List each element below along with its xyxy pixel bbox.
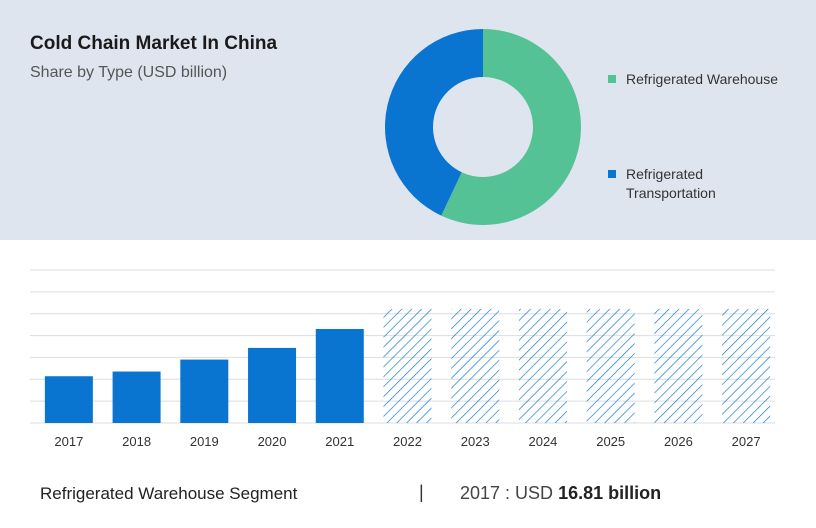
chart-subtitle: Share by Type (USD billion) — [30, 64, 228, 81]
bar-chart: 2017 2018 2019 2020 2021 2022 2023 2024 2025 2026… — [30, 269, 775, 449]
legend-label-transportation: Refrigerated Transportation — [626, 166, 716, 201]
x-tick-2017: 2017 — [54, 434, 83, 449]
legend-label-warehouse: Refrigerated Warehouse — [626, 71, 779, 87]
x-tick-2021: 2021 — [325, 434, 354, 449]
bar-2017 — [44, 376, 93, 423]
x-tick-2025: 2025 — [596, 434, 625, 449]
x-tick-2019: 2019 — [190, 434, 219, 449]
bar-2020 — [248, 347, 297, 423]
x-tick-2026: 2026 — [664, 434, 693, 449]
bar-2018 — [112, 371, 161, 423]
donut-slice-warehouse — [441, 29, 581, 225]
x-tick-2022: 2022 — [393, 434, 422, 449]
donut-chart — [385, 29, 581, 225]
legend-swatch-transportation — [608, 170, 616, 178]
bar-2027 — [722, 308, 771, 423]
x-tick-2018: 2018 — [122, 434, 151, 449]
donut-slice-transportation — [385, 29, 483, 216]
segment-value-amount: 16.81 billion — [558, 483, 662, 503]
chart-title: Cold Chain Market In China — [30, 33, 278, 54]
legend-item-transportation: Refrigerated Transportation — [608, 165, 746, 203]
bar-2026 — [654, 308, 703, 423]
bar-2022 — [383, 308, 432, 423]
legend-swatch-warehouse — [608, 75, 616, 83]
x-tick-2027: 2027 — [732, 434, 761, 449]
segment-value: 2017 : USD 16.81 billion — [460, 483, 661, 504]
bar-2025 — [586, 308, 635, 423]
bar-2024 — [518, 308, 567, 423]
x-tick-2020: 2020 — [258, 434, 287, 449]
footer-separator: | — [419, 482, 424, 502]
bar-2019 — [180, 359, 229, 423]
summary-panel: Cold Chain Market In China Share by Type… — [0, 0, 816, 240]
bar-2023 — [451, 308, 500, 423]
x-tick-2024: 2024 — [528, 434, 557, 449]
segment-value-prefix: 2017 : USD — [460, 483, 559, 503]
x-tick-2023: 2023 — [461, 434, 490, 449]
bar-2021 — [315, 328, 364, 423]
segment-label: Refrigerated Warehouse Segment — [40, 484, 298, 503]
legend-item-warehouse: Refrigerated Warehouse — [608, 70, 796, 89]
